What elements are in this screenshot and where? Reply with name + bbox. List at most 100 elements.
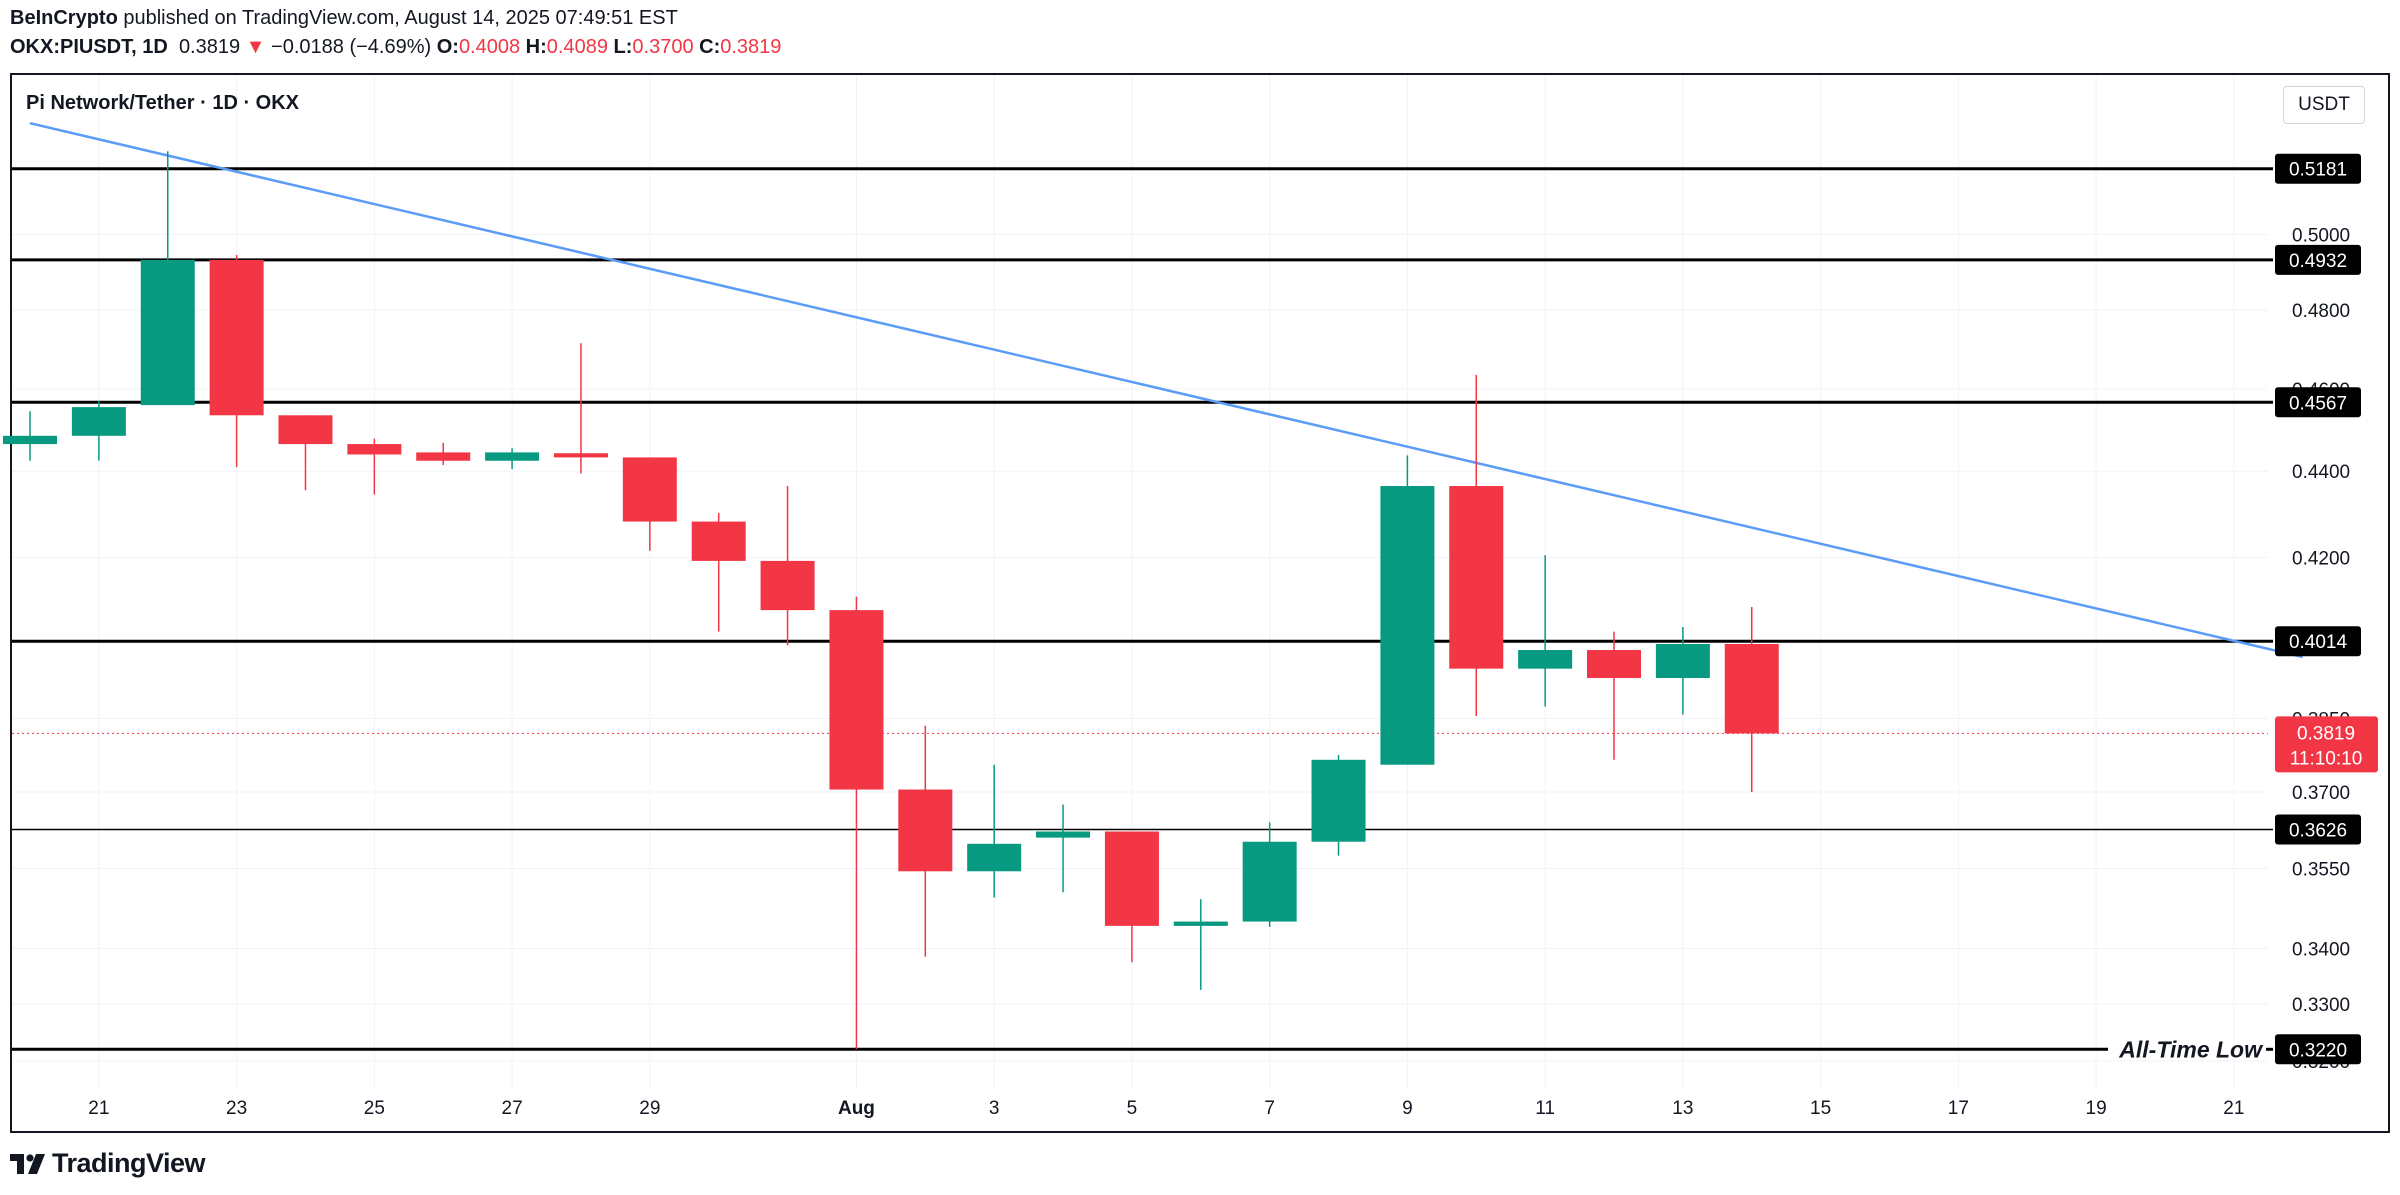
current-price-tag: 0.3819 11:10:10 — [2275, 716, 2378, 773]
bearish-candle — [760, 486, 815, 646]
time-axis-label: 9 — [1402, 1098, 1413, 1119]
horizontal-levels: All-Time Low — [12, 167, 2273, 1062]
price-tag-background — [2275, 387, 2361, 418]
bearish-candle — [622, 457, 677, 551]
time-axis-label: 29 — [639, 1098, 660, 1119]
tradingview-logo-icon — [10, 1153, 45, 1174]
currency-button[interactable]: USDT — [2283, 86, 2365, 124]
bearish-candle — [416, 442, 471, 465]
high-label: H: — [525, 36, 547, 58]
symbol-label: OKX:PIUSDT, 1D — [10, 36, 168, 58]
time-axis-label: 7 — [1264, 1098, 1275, 1119]
bearish-candle — [1724, 606, 1779, 793]
low-label: L: — [613, 36, 633, 58]
candle-body — [1242, 841, 1297, 922]
time-axis-label: 13 — [1672, 1098, 1693, 1119]
time-axis: 21 23 25 27 29 Aug 3 5 7 9 11 13 15 17 19 21 — [88, 1098, 2244, 1119]
price-axis-label: 0.4800 — [2292, 301, 2350, 322]
bullish-candle — [1380, 455, 1435, 765]
candle-body — [416, 452, 471, 461]
candle-body — [1380, 486, 1435, 765]
close-label: C: — [699, 36, 721, 58]
time-axis-label: 15 — [1810, 1098, 1831, 1119]
bearish-candle — [1587, 631, 1642, 760]
candle-body — [898, 789, 953, 872]
low-value: 0.3700 — [632, 36, 694, 58]
bullish-candle — [1518, 555, 1573, 707]
candle-body — [829, 610, 884, 790]
time-axis-label: 23 — [226, 1098, 247, 1119]
current-price-tag-label: 0.3819 — [2297, 723, 2355, 744]
high-value: 0.4089 — [546, 36, 608, 58]
bullish-candle — [1655, 626, 1710, 715]
price-axis-label: 0.3300 — [2292, 995, 2350, 1016]
candle-body — [140, 259, 195, 406]
publisher-name: BeInCrypto — [10, 7, 118, 29]
level-price-tag: 0.4014 — [2275, 626, 2361, 657]
price-tag-label: 0.4932 — [2289, 251, 2347, 272]
all-time-low-annotation: All-Time Low — [2118, 1036, 2264, 1062]
price-axis-label: 0.3400 — [2292, 940, 2350, 961]
down-arrow-icon: ▼ — [245, 36, 266, 58]
chart-legend-title: Pi Network/Tether · 1D · OKX — [26, 92, 300, 114]
time-axis-label: 5 — [1127, 1098, 1138, 1119]
candle-body — [1587, 650, 1642, 679]
candle-body — [209, 259, 264, 416]
price-axis-label: 0.3550 — [2292, 860, 2350, 881]
open-label: O: — [436, 36, 459, 58]
time-axis-label: 25 — [364, 1098, 385, 1119]
price-tag-background — [2275, 814, 2361, 845]
candle-body — [1724, 643, 1779, 734]
level-price-tag: 0.4932 — [2275, 244, 2361, 275]
level-price-tag: 0.3626 — [2275, 814, 2361, 845]
footer-branding: TradingView — [10, 1148, 206, 1179]
bullish-candle — [3, 411, 57, 461]
countdown-label: 11:10:10 — [2290, 748, 2363, 769]
price-tag-background — [2275, 626, 2361, 657]
price-axis-label: 0.4200 — [2292, 548, 2350, 569]
candle-body — [622, 457, 677, 522]
price-tag-background — [2275, 1034, 2361, 1065]
chart-pane[interactable] — [10, 73, 2390, 1133]
bullish-candle — [140, 151, 195, 406]
time-axis-label: 21 — [2223, 1098, 2244, 1119]
candle-body — [1518, 650, 1573, 669]
candles — [3, 151, 1779, 1050]
price-tag-background — [2275, 153, 2361, 184]
bullish-candle — [1173, 899, 1228, 990]
descending-trendline — [29, 121, 2303, 659]
price-tag-label: 0.4567 — [2289, 393, 2347, 414]
level-price-tag: 0.5181 — [2275, 153, 2361, 184]
bullish-candle — [485, 448, 540, 470]
bearish-candle — [1104, 831, 1159, 963]
candle-body — [71, 407, 126, 436]
candle-body — [760, 560, 815, 611]
bearish-candle — [829, 596, 884, 1050]
candle-body — [967, 843, 1022, 872]
time-axis-label: 3 — [989, 1098, 1000, 1119]
trendline-layer — [12, 121, 2303, 734]
price-tag-background — [2275, 244, 2361, 275]
price-tag-label: 0.4014 — [2289, 632, 2348, 653]
open-value: 0.4008 — [458, 36, 521, 58]
price-tag-label: 0.3626 — [2289, 820, 2347, 841]
price-axis-label: 0.4400 — [2292, 462, 2350, 483]
bearish-candle — [209, 255, 264, 468]
price-axis: 0.50000.48000.46000.44000.42000.38500.37… — [2292, 226, 2350, 1073]
publish-text: published on TradingView.com, August 14,… — [117, 7, 678, 29]
publish-info: BeInCrypto published on TradingView.com,… — [10, 7, 678, 30]
candle-body — [3, 435, 57, 445]
candle-body — [1449, 486, 1504, 669]
candle-body — [278, 415, 333, 445]
time-axis-label: 19 — [2086, 1098, 2107, 1119]
candle-body — [1655, 643, 1710, 679]
bearish-candle — [691, 512, 746, 632]
level-price-tag: 0.3220 — [2275, 1034, 2361, 1065]
time-axis-label: 21 — [88, 1098, 109, 1119]
bearish-candle — [898, 725, 953, 957]
bullish-candle — [71, 401, 126, 461]
close-value: 0.3819 — [720, 36, 782, 58]
current-price-tag-background — [2275, 716, 2378, 773]
candle-body — [485, 452, 540, 461]
